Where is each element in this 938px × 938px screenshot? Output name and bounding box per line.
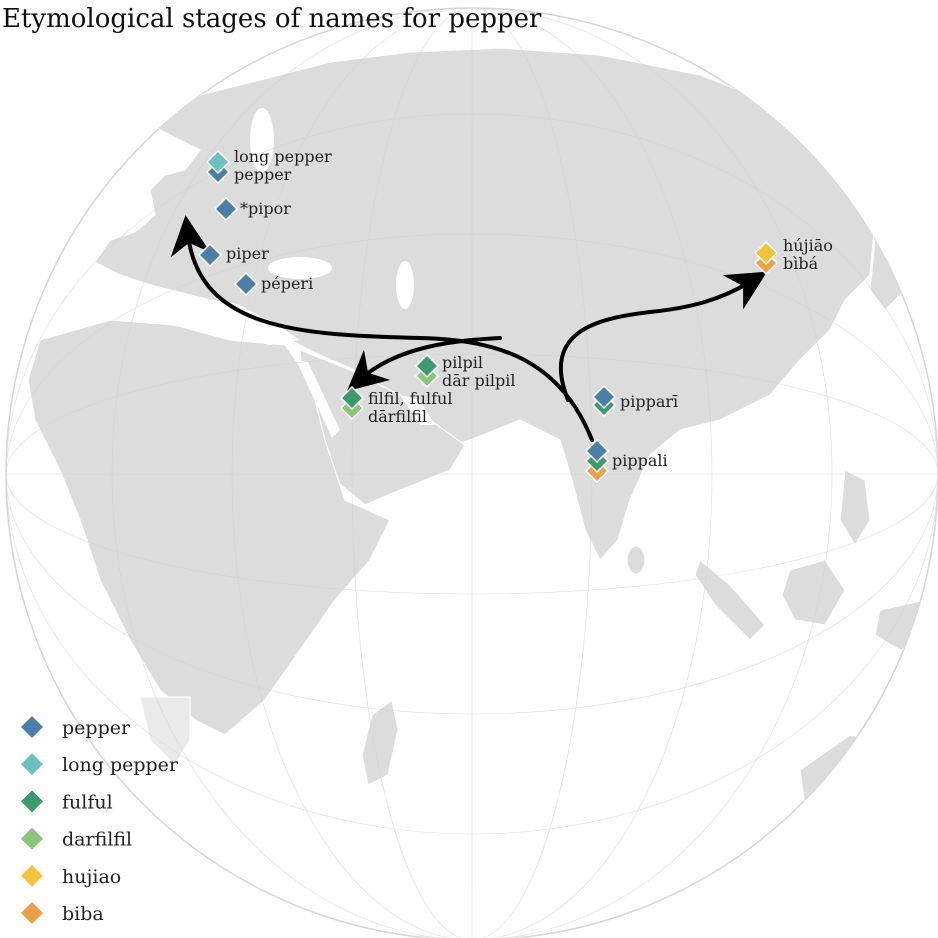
inland-water (100, 108, 435, 438)
place-label: pilpil (442, 353, 483, 372)
legend-label: biba (62, 903, 104, 925)
place-label: péperi (261, 274, 313, 293)
place-label: hújiāo (783, 236, 833, 255)
hujiao-icon (18, 862, 46, 889)
place-label: long pepper (234, 147, 332, 166)
fulful-marker (339, 385, 365, 411)
long_pepper-marker (205, 149, 231, 175)
biba-icon (18, 899, 46, 927)
legend-label: pepper (62, 717, 131, 739)
philippines-land (839, 469, 871, 547)
map-title: Etymological stages of names for pepper (2, 4, 542, 34)
pepper-marker (213, 196, 239, 222)
legend: pepper long pepper fulful darfilfil hujiao bi… (18, 713, 179, 927)
place-label: *pipor (240, 199, 291, 218)
arrow-india-to-china (559, 271, 768, 402)
srilanka-land (626, 545, 646, 575)
australia-land (799, 734, 936, 881)
place-greek: péperi (233, 271, 313, 297)
pepper-icon (18, 713, 46, 741)
place-label: bìbá (783, 254, 819, 273)
legend-label: fulful (62, 791, 113, 813)
place-label: pippali (612, 451, 668, 470)
legend-item-hujiao: hujiao (18, 862, 121, 889)
legend-item-biba: biba (18, 899, 104, 927)
legend-item-darfilfil: darfilfil (18, 825, 132, 852)
darfilfil-icon (18, 825, 46, 852)
place-latin: piper (197, 242, 269, 268)
legend-item-fulful: fulful (18, 788, 113, 815)
place-sanskrit: pippali (584, 438, 668, 484)
legend-item-long_pepper: long pepper (18, 751, 179, 778)
place-label: dārfilfil (368, 407, 427, 426)
pepper-marker (591, 384, 617, 410)
mediterranean-sea (100, 296, 300, 345)
place-label: pipparī (620, 392, 678, 411)
place-proto-germanic: *pipor (213, 196, 291, 222)
pepper-marker (584, 438, 610, 464)
legend-label: darfilfil (62, 829, 132, 851)
place-label: dār pilpil (442, 371, 515, 390)
place-label: pepper (234, 165, 292, 184)
hujiao-marker (753, 240, 779, 266)
red-sea (296, 360, 340, 438)
place-label: filfil, fulful (368, 389, 452, 408)
pepper-marker (197, 242, 223, 268)
legend-label: hujiao (62, 866, 121, 888)
madagascar-land (361, 698, 399, 786)
sumatra-land (694, 558, 766, 641)
borneo-land (781, 559, 846, 626)
migration-arrows (170, 215, 768, 442)
japan-land (869, 219, 916, 311)
persian-gulf (400, 395, 435, 425)
baltic-sea (250, 108, 274, 172)
legend-item-pepper: pepper (18, 713, 131, 741)
arrow-persia-to-arabia (346, 336, 502, 392)
place-label: piper (226, 244, 269, 263)
legend-label: long pepper (62, 754, 179, 776)
long_pepper-icon (18, 751, 46, 778)
fulful-icon (18, 788, 46, 815)
arrow-india-to-europe (170, 215, 594, 442)
fulful-marker (414, 353, 440, 379)
place-prakrit: pipparī (591, 384, 678, 418)
caspian-sea (396, 261, 414, 309)
black-sea (268, 257, 332, 279)
pepper-marker (233, 271, 259, 297)
